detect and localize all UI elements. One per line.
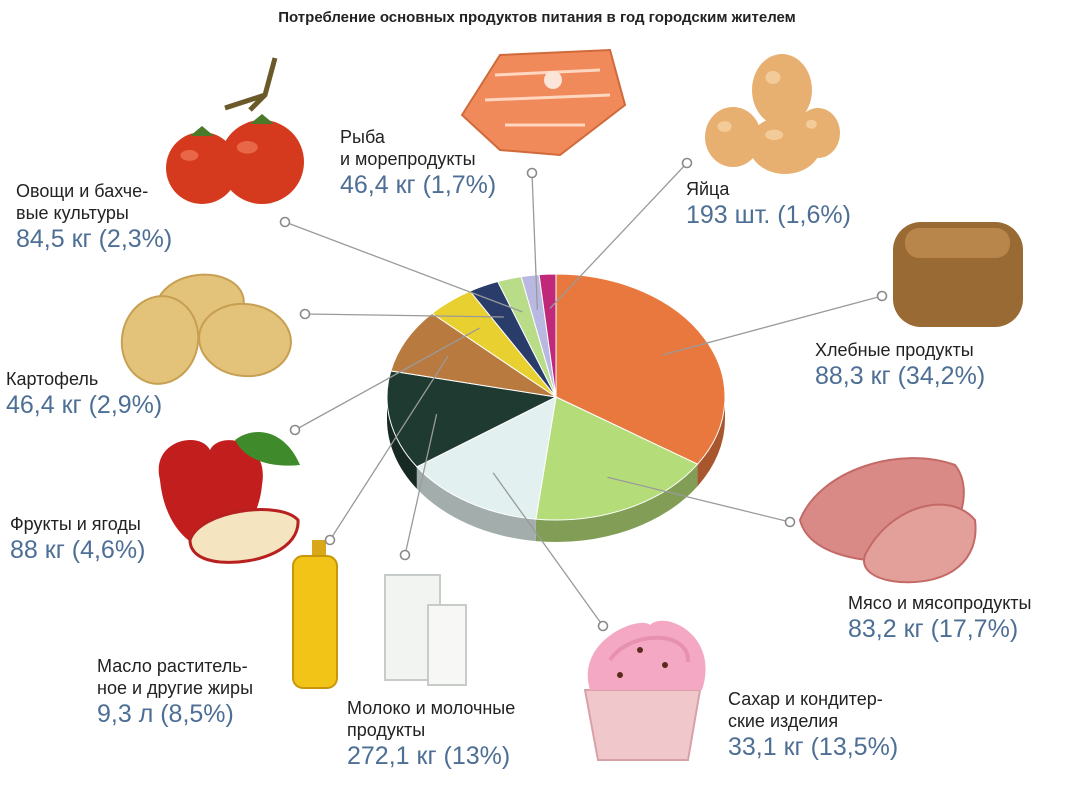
leader-knob (526, 167, 538, 179)
pie-slice-side (387, 397, 417, 489)
slice-label: Хлебные продукты 88,3 кг (34,2%) (815, 339, 985, 391)
leader-line (549, 162, 688, 309)
slice-value: 46,4 кг (2,9%) (6, 391, 163, 419)
slice-value: 88 кг (4,6%) (10, 536, 146, 564)
slice-name: Яйца (686, 179, 730, 199)
leader-knob (324, 534, 336, 546)
slice-value: 193 шт. (1,6%) (686, 201, 851, 229)
slice-label: Мясо и мясопродукты 83,2 кг (17,7%) (848, 592, 1031, 644)
slice-label: Картофель 46,4 кг (2,9%) (6, 368, 162, 420)
slice-name: Сахар и кондитер- (728, 689, 883, 709)
leader-knob (681, 157, 693, 169)
slice-label: Овощи и бахче-вые культуры 84,5 кг (2,3%) (16, 180, 172, 254)
slice-value: 88,3 кг (34,2%) (815, 362, 986, 390)
pie-slice-side (535, 464, 698, 542)
slice-name: Масло раститель- (97, 656, 248, 676)
leader-knob (289, 424, 301, 436)
leader-knob (299, 308, 311, 320)
slice-value: 84,5 кг (2,3%) (16, 225, 173, 253)
slice-name: Мясо и мясопродукты (848, 593, 1032, 613)
slice-name: и морепродукты (340, 149, 476, 169)
slice-name: Картофель (6, 369, 99, 389)
slice-name: Рыба (340, 127, 385, 147)
leader-line (492, 472, 604, 627)
slice-value: 9,3 л (8,5%) (97, 700, 234, 728)
pie-slice-side (697, 397, 725, 487)
leader-knob (784, 516, 796, 528)
leader-knob (876, 290, 888, 302)
leader-line (294, 327, 480, 431)
slice-name: Овощи и бахче- (16, 181, 149, 201)
leader-line (329, 355, 449, 541)
slice-name: Молоко и молочные (347, 698, 516, 718)
leader-knob (597, 620, 609, 632)
leader-line (531, 172, 538, 310)
slice-value: 33,1 кг (13,5%) (728, 733, 899, 761)
leader-line (662, 295, 883, 356)
chart-title: Потребление основных продуктов питания в… (278, 9, 796, 26)
slice-name: Хлебные продукты (815, 340, 974, 360)
leader-line (404, 413, 438, 556)
slice-value: 272,1 кг (13%) (347, 742, 511, 770)
slice-name: продукты (347, 720, 426, 740)
slice-value: 83,2 кг (17,7%) (848, 615, 1019, 643)
slice-label: Фрукты и ягоды 88 кг (4,6%) (10, 513, 145, 565)
slice-label: Молоко и молочные продукты 272,1 кг (13%) (347, 697, 515, 771)
slice-label: Рыба и морепродукты 46,4 кг (1,7%) (340, 126, 496, 200)
pie-slice-10 (538, 273, 557, 398)
leader-line (304, 313, 504, 318)
slice-label: Яйца 193 шт. (1,6%) (686, 178, 851, 230)
slice-name: ное и другие жиры (97, 678, 254, 698)
pie-slice-side (416, 466, 536, 542)
pie-slice-5 (390, 312, 557, 398)
slice-label: Сахар и кондитер-ские изделия 33,1 кг (13… (728, 688, 898, 762)
slice-name: ские изделия (728, 711, 839, 731)
slice-name: Фрукты и ягоды (10, 514, 141, 534)
leader-knob (399, 549, 411, 561)
leader-line (284, 221, 523, 313)
slice-name: вые культуры (16, 203, 129, 223)
tomato-vine (224, 57, 278, 112)
slice-value: 46,4 кг (1,7%) (340, 171, 497, 199)
leader-knob (279, 216, 291, 228)
leader-line (607, 476, 791, 523)
slice-label: Масло раститель-ное и другие жиры 9,3 л (… (97, 655, 253, 729)
